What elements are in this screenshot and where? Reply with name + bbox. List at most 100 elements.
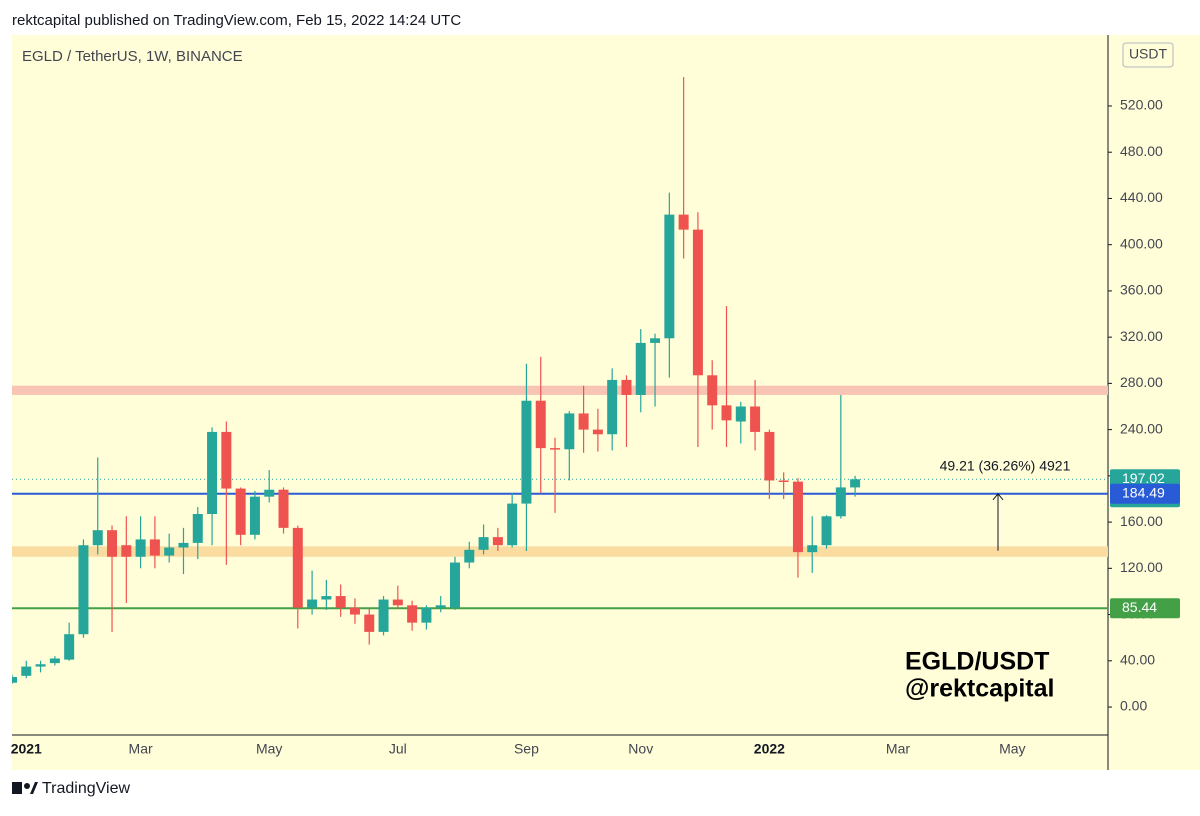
candle-body (64, 634, 75, 660)
candle-body (407, 605, 418, 623)
footer-logo (12, 782, 38, 794)
y-tick-label: 480.00 (1120, 143, 1163, 159)
candle-body (421, 607, 432, 623)
y-tick-label: 440.00 (1120, 189, 1163, 205)
candle-body (721, 405, 732, 421)
candle-body (735, 406, 746, 422)
candle-body (778, 480, 789, 482)
level-label-box (1110, 598, 1180, 619)
level-label: 85.44 (1122, 599, 1157, 615)
candle-body (564, 413, 575, 450)
watermark: EGLD/USDT (905, 648, 1049, 676)
measure-label: 49.21 (36.26%) 4921 (940, 457, 1071, 473)
candle-body (550, 448, 561, 450)
candle-body (321, 596, 332, 600)
candle-body (478, 537, 489, 550)
candle-body (792, 481, 803, 553)
y-tick-label: 0.00 (1120, 698, 1147, 714)
candle-body (107, 530, 118, 557)
candle-body (235, 488, 246, 535)
x-tick-label: 2021 (11, 741, 42, 757)
candle-body (464, 549, 475, 563)
level-label-box (1110, 483, 1180, 504)
candle-body (149, 539, 160, 556)
candle-body (249, 496, 260, 535)
x-tick-label: Nov (628, 741, 653, 757)
candle-body (121, 545, 132, 557)
arrow-head (992, 492, 1004, 501)
candle-body (292, 527, 303, 608)
header: rektcapital published on TradingView.com… (12, 12, 461, 29)
candle-body (378, 599, 389, 632)
candle-body (492, 537, 503, 546)
candle-body (607, 379, 618, 435)
currency: USDT (1129, 46, 1168, 62)
candle-body (12, 676, 17, 683)
candle-body (164, 547, 175, 556)
y-tick-label: 240.00 (1120, 420, 1163, 436)
candle-body (207, 431, 218, 514)
candle-body (192, 513, 203, 543)
x-tick-label: 2022 (754, 741, 785, 757)
y-tick-label: 280.00 (1120, 374, 1163, 390)
zone (12, 385, 1108, 395)
candle-body (364, 614, 375, 632)
candle-body (449, 562, 460, 608)
level-label: 184.49 (1122, 484, 1165, 500)
axes: 0.0040.0080.00120.00160.00200.00240.0028… (11, 97, 1163, 757)
candle-body (392, 599, 403, 606)
y-tick-label: 320.00 (1120, 328, 1163, 344)
y-tick-label: 120.00 (1120, 559, 1163, 575)
candle-body (221, 431, 232, 489)
candle-body (578, 413, 589, 430)
watermark: @rektcapital (905, 675, 1054, 703)
candle-body (807, 545, 818, 553)
candle-body (178, 542, 189, 548)
x-tick-label: Jul (389, 741, 407, 757)
zone (12, 546, 1108, 557)
candle-body (764, 431, 775, 481)
candle-body (307, 599, 318, 608)
candle-body (92, 530, 103, 546)
candle-body (650, 338, 661, 343)
candle-body (535, 400, 546, 449)
candle-body (835, 487, 846, 517)
candle-body (35, 664, 46, 667)
candle-body (664, 214, 675, 339)
plot (12, 77, 1108, 684)
symbol-title: EGLD / TetherUS, 1W, BINANCE (22, 48, 243, 65)
candle-body (335, 596, 346, 608)
currency-box (1122, 42, 1174, 68)
candle-body (850, 479, 861, 488)
y-tick-label: 400.00 (1120, 235, 1163, 251)
price-axis-background (1108, 35, 1200, 770)
last-price-label: 197.02 (1122, 470, 1165, 486)
plot-background (12, 35, 1108, 735)
candle-body (621, 379, 632, 395)
candle-body (264, 489, 275, 497)
candle-body (692, 229, 703, 376)
candle-body (635, 342, 646, 395)
y-tick-label: 160.00 (1120, 513, 1163, 529)
candle-body (507, 503, 518, 546)
candle-body (435, 605, 446, 608)
candle-body (678, 214, 689, 230)
candle-body (49, 658, 60, 664)
x-tick-label: May (256, 741, 282, 757)
y-tick-label: 360.00 (1120, 282, 1163, 298)
candle-body (592, 429, 603, 435)
y-tick-label: 520.00 (1120, 97, 1163, 113)
x-tick-label: Mar (886, 741, 910, 757)
candle-body (278, 489, 289, 528)
candle-body (135, 539, 146, 557)
candle-body (78, 545, 89, 635)
x-tick-label: Mar (129, 741, 153, 757)
candle-body (707, 375, 718, 406)
candle-body (521, 400, 532, 504)
candle-body (21, 666, 32, 676)
x-tick-label: Sep (514, 741, 539, 757)
candle-body (750, 406, 761, 432)
time-axis-background (12, 735, 1108, 770)
